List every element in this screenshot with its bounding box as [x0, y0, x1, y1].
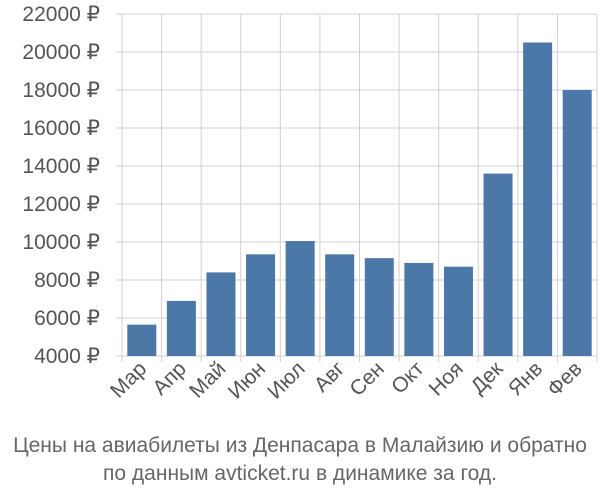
bar-4: [246, 254, 276, 356]
x-tick-label: Май: [185, 357, 230, 402]
y-axis-tick-labels: 22000 ₽ 20000 ₽ 18000 ₽ 16000 ₽ 14000 ₽ 12000…: [22, 3, 100, 368]
bar-10: [483, 173, 513, 356]
y-tick-label: 12000 ₽: [22, 193, 100, 216]
y-tick-label: 16000 ₽: [22, 117, 100, 140]
bar-3: [206, 272, 236, 356]
x-tick-label: Окт: [387, 357, 429, 399]
y-tick-label: 20000 ₽: [22, 41, 100, 64]
y-tick-label: 18000 ₽: [22, 79, 100, 102]
x-tick-label: Дек: [466, 357, 508, 399]
bar-9: [443, 266, 473, 356]
x-tick-label: Авг: [310, 357, 350, 397]
bars: [127, 42, 592, 356]
y-tick-label: 14000 ₽: [22, 155, 100, 178]
x-tick-label: Июн: [224, 357, 270, 403]
x-tick-label: Ноя: [425, 357, 468, 400]
bar-2: [166, 300, 196, 356]
chart-caption-line-2: по данным avticket.ru в динамике за год.: [103, 462, 497, 485]
bar-chart: 22000 ₽ 20000 ₽ 18000 ₽ 16000 ₽ 14000 ₽ 12000…: [22, 3, 598, 404]
x-tick-label: Мар: [106, 357, 151, 402]
bar-7: [364, 258, 394, 356]
y-tick-label: 4000 ₽: [34, 345, 100, 368]
bar-11: [523, 42, 553, 356]
bar-6: [325, 254, 355, 356]
x-tick-label: Фев: [543, 357, 587, 401]
y-tick-label: 6000 ₽: [34, 307, 100, 330]
x-tick-label: Сен: [345, 357, 388, 400]
y-tick-label: 22000 ₽: [22, 3, 100, 26]
bar-1: [127, 324, 157, 356]
bar-12: [562, 90, 592, 356]
x-tick-label: Апр: [148, 357, 190, 399]
bar-5: [285, 241, 315, 356]
y-tick-label: 8000 ₽: [34, 269, 100, 292]
x-tick-label: Янв: [504, 357, 547, 400]
chart-caption-line-1: Цены на авиабилеты из Денпасара в Малайз…: [13, 434, 587, 457]
x-tick-label: Июл: [263, 357, 309, 403]
y-tick-label: 10000 ₽: [22, 231, 100, 254]
bar-8: [404, 262, 434, 356]
grid-lines: [116, 13, 598, 362]
